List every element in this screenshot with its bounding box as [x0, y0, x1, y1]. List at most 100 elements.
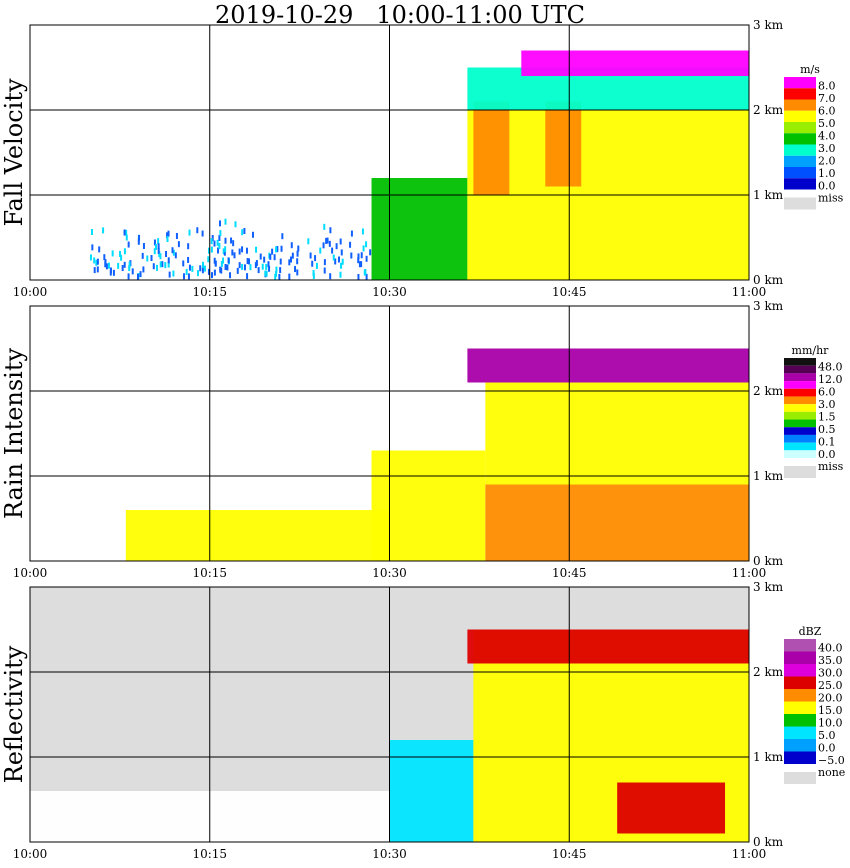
data-pixel: [167, 230, 170, 237]
y-tick-label: 2 km: [753, 384, 784, 398]
data-pixel: [123, 248, 126, 255]
data-pixel: [226, 264, 229, 271]
echo-region: [617, 782, 726, 834]
data-pixel: [280, 245, 283, 252]
data-pixel: [323, 267, 326, 274]
data-pixel: [325, 237, 328, 244]
data-pixel: [213, 257, 216, 264]
x-tick-label: 10:15: [192, 566, 227, 580]
x-tick-label: 10:15: [192, 285, 227, 299]
data-pixel: [251, 231, 254, 238]
colorbar-label: 1.5: [818, 411, 836, 424]
data-pixel: [201, 267, 204, 274]
x-tick-label: 10:45: [552, 847, 587, 861]
data-pixel: [185, 268, 188, 275]
data-pixel: [265, 270, 268, 277]
data-pixel: [93, 257, 96, 264]
colorbar-swatch: [784, 664, 816, 677]
data-pixel: [139, 271, 142, 278]
data-pixel: [187, 243, 190, 250]
data-pixel: [360, 252, 363, 259]
data-pixel: [216, 239, 219, 246]
echo-region: [467, 629, 749, 664]
data-pixel: [125, 229, 128, 236]
echo-region: [485, 484, 749, 561]
data-pixel: [188, 229, 191, 236]
data-pixel: [96, 266, 99, 273]
data-pixel: [153, 239, 156, 246]
colorbar-label: 25.0: [818, 679, 843, 692]
data-pixel: [281, 233, 284, 240]
data-pixel: [279, 258, 282, 265]
data-pixel: [279, 267, 282, 274]
data-pixel: [335, 243, 338, 250]
data-pixel: [271, 248, 274, 255]
data-pixel: [229, 272, 232, 279]
data-pixel: [315, 262, 318, 269]
panel-3: 10:00 10:15 10:30 10:45 11:000 km 1 km 2 km 3 k…: [0, 580, 845, 861]
colorbar-swatch: [784, 434, 816, 443]
colorbar-swatch: [784, 155, 816, 167]
colorbar-swatch: [784, 701, 816, 714]
echo-region: [473, 101, 510, 195]
data-pixel: [241, 263, 244, 270]
data-pixel: [328, 240, 331, 247]
data-pixel: [357, 273, 360, 280]
data-pixel: [158, 250, 161, 257]
data-pixel: [93, 267, 96, 274]
data-pixel: [236, 267, 239, 274]
data-pixel: [224, 246, 227, 253]
data-pixel: [210, 238, 213, 245]
data-pixel: [210, 246, 213, 253]
colorbar-unit: mm/hr: [792, 344, 830, 357]
data-pixel: [207, 247, 210, 254]
colorbar-swatch: [784, 373, 816, 382]
data-pixel: [290, 256, 293, 263]
colorbar-label: 30.0: [818, 667, 843, 680]
data-pixel: [102, 227, 105, 234]
colorbar-swatch: [784, 381, 816, 389]
colorbar-label: 15.0: [818, 704, 843, 717]
data-pixel: [224, 237, 227, 244]
data-pixel: [365, 241, 368, 248]
data-pixel: [339, 271, 342, 278]
colorbar-label: 48.0: [818, 361, 843, 374]
data-pixel: [146, 255, 149, 262]
colorbar-label: 3.0: [818, 398, 836, 411]
colorbar-label: 12.0: [818, 373, 843, 386]
x-tick-label: 10:30: [372, 847, 407, 861]
data-pixel: [142, 242, 145, 249]
colorbar-label: 40.0: [818, 642, 843, 655]
data-pixel: [172, 249, 175, 256]
data-pixel: [118, 250, 121, 257]
data-pixel: [362, 245, 365, 252]
colorbar-label: 0.0: [818, 180, 836, 193]
data-pixel: [211, 235, 214, 242]
data-pixel: [153, 248, 156, 255]
data-pixel: [150, 254, 153, 261]
data-pixel: [174, 252, 177, 259]
data-pixel: [213, 240, 216, 247]
data-pixel: [172, 270, 175, 277]
data-pixel: [255, 260, 258, 267]
colorbar-missing-swatch: [784, 197, 816, 210]
data-pixel: [152, 263, 155, 270]
data-pixel: [254, 262, 257, 269]
data-pixel: [267, 261, 270, 268]
chart-title: 2019-10-29 10:00-11:00 UTC: [215, 1, 585, 29]
data-pixel: [196, 270, 199, 277]
data-pixel: [291, 252, 294, 259]
data-pixel: [364, 268, 367, 275]
data-pixel: [191, 265, 194, 272]
data-pixel: [159, 261, 162, 268]
data-pixel: [157, 243, 160, 250]
data-pixel: [312, 273, 315, 280]
data-pixel: [255, 246, 258, 253]
x-tick-label: 11:00: [732, 285, 767, 299]
colorbar-swatch: [784, 110, 816, 122]
colorbar-label: 3.0: [818, 142, 836, 155]
data-pixel: [261, 263, 264, 270]
data-pixel: [350, 230, 353, 237]
data-pixel: [341, 258, 344, 265]
